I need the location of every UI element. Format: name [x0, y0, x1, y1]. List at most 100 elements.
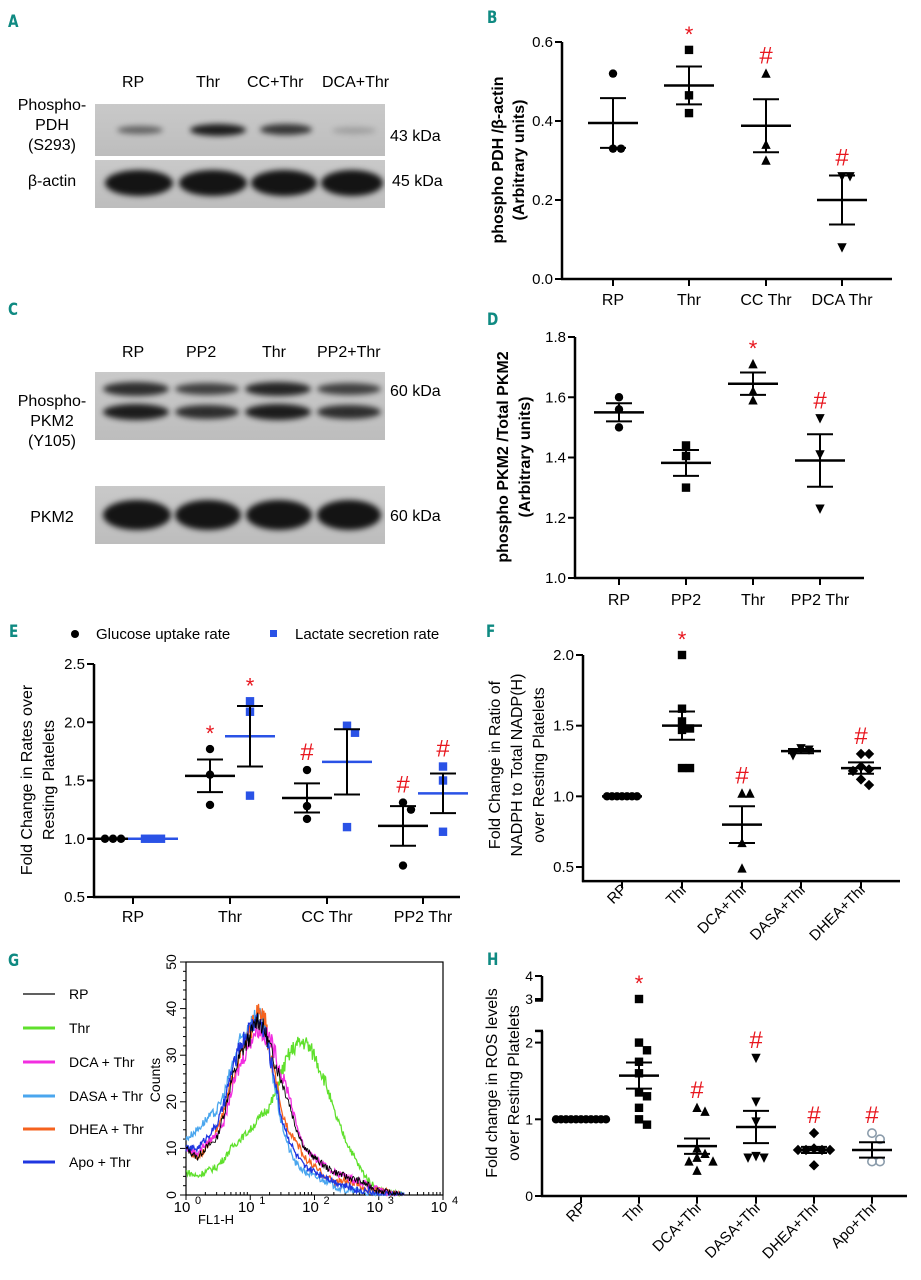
x-tick-label: CC Thr	[740, 292, 792, 309]
kda-label: 60 kDa	[390, 383, 441, 400]
lane-label: PP2	[186, 344, 217, 361]
data-point	[692, 1152, 702, 1162]
x-tick-label: PP2 Thr	[394, 909, 453, 926]
category-group: #	[418, 736, 468, 836]
blot-row-label: Phospho- PKM2 (Y105)	[12, 392, 92, 452]
data-point	[855, 748, 867, 760]
x-tick-label: DASA+Thr	[702, 1199, 765, 1262]
data-point	[681, 483, 691, 492]
significance-hash: #	[436, 736, 450, 763]
band	[245, 382, 311, 396]
significance-hash: #	[690, 1077, 704, 1104]
y-axis-label: over Resting Platelets	[531, 687, 548, 843]
category-group: #	[677, 1077, 718, 1175]
band	[103, 500, 171, 530]
y-tick-label: 1.8	[545, 329, 566, 346]
significance-hash: #	[813, 387, 827, 414]
x-tick-exponent: 1	[259, 1195, 265, 1207]
category-group	[602, 792, 642, 801]
x-tick-label: DASA+Thr	[747, 881, 810, 944]
label-line: PDH	[35, 117, 69, 134]
blot-phospho-pdh	[95, 104, 385, 156]
y-tick-label: 0.5	[64, 889, 85, 906]
band	[103, 382, 169, 396]
x-tick-exponent: 3	[388, 1195, 394, 1207]
category-group: #	[722, 763, 762, 873]
legend-label: Lactate secretion rate	[295, 626, 439, 643]
kda-label: 60 kDa	[390, 508, 441, 525]
y-tick-label: 1.2	[545, 510, 566, 527]
band	[175, 383, 239, 395]
band	[105, 170, 173, 196]
category-group: #	[852, 1102, 892, 1167]
category-group: *	[662, 627, 702, 773]
data-point	[245, 791, 255, 800]
data-point	[438, 762, 448, 771]
data-point	[342, 721, 352, 730]
category-group: #	[841, 723, 881, 791]
y-tick-label: 1.5	[553, 718, 574, 735]
x-tick-label: DHEA+Thr	[759, 1199, 823, 1263]
significance-asterisk: *	[206, 721, 215, 746]
legend-marker-lactate	[270, 630, 277, 637]
data-point	[745, 788, 755, 798]
y-tick-label: 2.0	[64, 714, 85, 731]
label-line: (Y105)	[27, 433, 77, 450]
x-tick-label: 10	[174, 1199, 191, 1216]
x-tick-exponent: 0	[195, 1195, 201, 1207]
x-tick-label: Thr	[620, 1199, 648, 1227]
lane-label: CC+Thr	[247, 74, 304, 91]
category-group: *	[619, 971, 659, 1129]
x-tick-label: RP	[602, 292, 624, 309]
significance-hash: #	[865, 1102, 879, 1129]
data-point	[634, 1088, 644, 1097]
x-tick-label: CC Thr	[301, 909, 353, 926]
significance-hash: #	[749, 1027, 763, 1054]
x-tick-exponent: 4	[452, 1195, 458, 1207]
y-tick-label: 0.2	[532, 192, 553, 209]
data-point	[815, 414, 825, 424]
chart-e: 0.5 1.0 1.5 2.0 2.5 RP Thr CC Thr PP2 Thr Fold Ch…	[19, 626, 468, 926]
category-group: #	[741, 43, 791, 165]
significance-asterisk: *	[749, 336, 758, 361]
data-point	[302, 814, 312, 824]
label-line: Phospho-	[17, 97, 87, 114]
blot-row-label: β-actin	[27, 173, 77, 190]
data-point	[837, 243, 847, 253]
band	[317, 500, 381, 530]
category-group: *	[185, 721, 235, 810]
data-point	[855, 774, 867, 785]
legend: RP Thr DCA + Thr DASA + Thr DHEA + Thr Apo + …	[23, 986, 144, 1170]
legend-label: Thr	[69, 1020, 90, 1036]
significance-asterisk: *	[635, 971, 644, 996]
significance-asterisk: *	[246, 673, 255, 698]
significance-hash: #	[854, 723, 868, 750]
y-tick-label: 0.4	[532, 113, 553, 130]
y-tick-label: 0.6	[532, 34, 553, 51]
band	[190, 124, 246, 136]
data-point	[438, 827, 448, 836]
x-tick-label: DCA+Thr	[649, 1199, 706, 1256]
category-group: *	[728, 336, 778, 405]
data-point	[634, 994, 644, 1004]
y-tick-label: 1.0	[64, 831, 85, 848]
band	[175, 405, 239, 419]
legend-label: DCA + Thr	[69, 1054, 135, 1070]
data-point	[761, 155, 771, 165]
data-point	[863, 779, 875, 791]
significance-hash: #	[300, 739, 314, 766]
y-tick-label: 0	[525, 1188, 533, 1204]
x-axis-label: FL1-H	[198, 1212, 234, 1227]
y-tick-label: 2.5	[64, 656, 85, 673]
blot-row-label: PKM2	[30, 509, 74, 526]
significance-asterisk: *	[678, 627, 687, 652]
category-group: #	[736, 1027, 776, 1163]
data-point	[205, 800, 215, 810]
data-point	[845, 172, 855, 182]
data-point	[608, 69, 618, 78]
category-group	[128, 834, 178, 843]
band	[332, 127, 376, 134]
data-point	[614, 423, 624, 432]
x-tick-label: PP2 Thr	[791, 592, 850, 609]
x-tick-label: 10	[302, 1199, 319, 1216]
